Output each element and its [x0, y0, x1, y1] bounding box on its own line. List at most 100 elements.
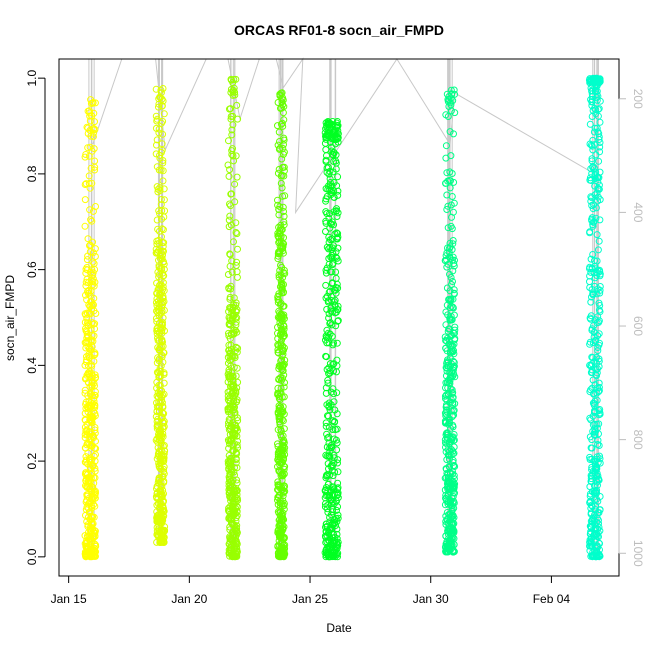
x-tick-label: Jan 20	[171, 592, 207, 606]
data-point	[446, 128, 454, 136]
data-point	[280, 465, 288, 473]
data-point	[334, 511, 342, 519]
data-point	[275, 165, 283, 173]
data-point	[587, 509, 595, 517]
data-point	[83, 123, 91, 131]
data-point	[596, 283, 604, 290]
data-point	[154, 500, 162, 508]
data-point	[81, 386, 89, 394]
data-point	[81, 153, 89, 161]
data-point	[228, 388, 236, 396]
data-point	[323, 550, 331, 558]
data-point	[159, 167, 167, 175]
data-point	[330, 187, 338, 195]
data-point	[274, 329, 281, 337]
data-point	[156, 151, 163, 159]
data-point	[445, 103, 453, 110]
data-point	[86, 498, 94, 506]
data-point	[595, 442, 603, 449]
data-point	[281, 541, 289, 549]
data-point	[83, 548, 91, 556]
data-point	[153, 378, 161, 386]
data-point	[226, 250, 234, 258]
data-point	[324, 488, 332, 495]
data-point	[334, 209, 342, 217]
data-point	[160, 196, 168, 204]
data-point	[593, 396, 601, 404]
data-point	[443, 406, 451, 414]
data-point	[275, 404, 283, 412]
data-point	[155, 522, 163, 529]
data-point	[443, 396, 451, 404]
data-point	[157, 89, 165, 97]
data-point	[328, 321, 336, 329]
data-point	[88, 414, 96, 422]
data-point	[595, 299, 603, 307]
data-point	[442, 142, 450, 150]
data-point	[83, 356, 91, 364]
data-point	[588, 98, 596, 106]
data-point	[274, 463, 281, 471]
data-point	[160, 265, 168, 273]
data-point	[332, 289, 340, 297]
data-point	[274, 201, 282, 209]
data-point	[154, 188, 162, 196]
data-point	[160, 527, 168, 535]
data-point	[595, 105, 603, 113]
data-point	[158, 102, 166, 110]
data-point	[448, 519, 456, 527]
data-point	[224, 161, 232, 169]
data-point	[81, 540, 89, 548]
data-point	[227, 113, 235, 120]
data-point	[444, 446, 452, 454]
data-point	[594, 184, 602, 192]
data-point	[596, 308, 604, 316]
data-point	[326, 518, 334, 526]
x-tick-label: Jan 30	[413, 592, 449, 606]
data-point	[157, 281, 165, 289]
data-point	[156, 184, 164, 192]
data-point	[232, 229, 240, 236]
data-point	[443, 538, 451, 546]
data-point	[157, 299, 165, 307]
data-point	[591, 431, 599, 439]
data-point	[593, 463, 601, 471]
data-point	[83, 456, 90, 464]
data-point	[226, 402, 234, 410]
data-point	[226, 510, 234, 518]
data-point	[154, 185, 162, 193]
data-point	[155, 166, 163, 174]
data-point	[280, 172, 288, 180]
data-point	[225, 368, 233, 376]
data-point	[447, 274, 455, 281]
data-point	[233, 173, 241, 181]
data-point	[444, 327, 452, 335]
data-point	[231, 425, 239, 433]
data-point	[323, 168, 331, 176]
data-point	[446, 304, 454, 312]
data-point	[159, 338, 166, 346]
data-point	[334, 191, 342, 199]
data-point	[83, 420, 91, 428]
data-point	[447, 302, 455, 310]
data-points-layer	[81, 74, 604, 561]
data-point	[278, 282, 286, 289]
data-point	[330, 298, 338, 306]
data-point	[160, 306, 168, 314]
data-point	[83, 492, 91, 500]
data-point	[234, 115, 242, 123]
data-point	[155, 125, 163, 133]
data-point	[587, 444, 595, 452]
data-point	[229, 419, 237, 426]
data-point	[451, 109, 459, 117]
data-point	[85, 287, 93, 295]
data-point	[328, 246, 336, 254]
data-point	[87, 164, 95, 172]
data-point	[89, 301, 97, 309]
data-point	[280, 134, 288, 142]
data-point	[275, 296, 283, 304]
data-point	[274, 169, 282, 177]
data-point	[586, 272, 594, 280]
data-point	[225, 137, 232, 145]
data-point	[445, 93, 453, 100]
